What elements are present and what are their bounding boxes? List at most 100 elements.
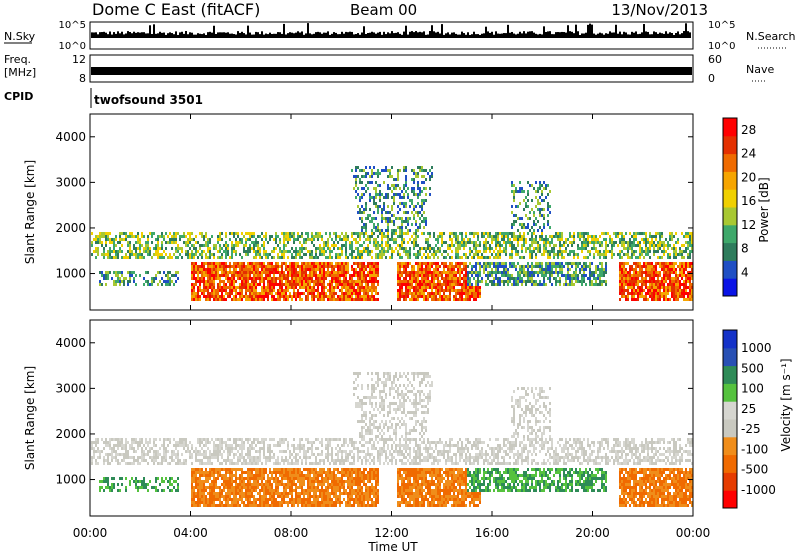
power-cell <box>631 289 633 292</box>
power-cell <box>641 268 643 271</box>
power-cell <box>177 250 179 253</box>
power-cell <box>437 298 439 301</box>
power-cell <box>405 253 407 256</box>
power-cell <box>475 268 477 271</box>
power-cell <box>437 283 439 286</box>
power-cell <box>473 244 475 247</box>
power-cell <box>321 271 323 274</box>
power-cell <box>367 181 369 184</box>
power-cell <box>279 256 281 259</box>
power-cell <box>125 238 127 241</box>
power-cell <box>445 283 447 286</box>
power-cell <box>667 253 669 256</box>
power-cell <box>401 226 403 229</box>
velocity-cell <box>103 480 105 483</box>
nsky-bar <box>681 33 683 38</box>
velocity-cell <box>153 456 155 459</box>
power-cell <box>213 256 215 259</box>
power-cell <box>127 256 129 259</box>
power-cell <box>589 271 591 274</box>
power-cell <box>347 235 349 238</box>
power-cell <box>467 274 469 277</box>
power-cell <box>455 262 457 265</box>
power-cell <box>195 271 197 274</box>
power-cell <box>367 283 369 286</box>
power-cell <box>645 265 647 268</box>
power-cell <box>253 271 255 274</box>
power-cell <box>117 277 119 280</box>
power-cell <box>459 277 461 280</box>
power-cell <box>449 247 451 250</box>
power-cell <box>675 280 677 283</box>
power-cell <box>461 232 463 235</box>
power-cell <box>643 271 645 274</box>
power-cell <box>667 256 669 259</box>
power-cell <box>673 256 675 259</box>
power-cell <box>561 256 563 259</box>
power-cell <box>465 262 467 265</box>
power-cell <box>355 238 357 241</box>
nsky-bar <box>617 33 619 38</box>
power-cell <box>217 286 219 289</box>
power-cell <box>627 283 629 286</box>
power-cell <box>279 265 281 268</box>
power-cell <box>679 274 681 277</box>
power-cell <box>135 256 137 259</box>
power-cell <box>523 190 525 193</box>
nsky-bar <box>611 32 613 38</box>
power-cell <box>631 283 633 286</box>
power-cell <box>537 271 539 274</box>
power-cell <box>207 238 209 241</box>
power-cell <box>417 214 419 217</box>
power-cell <box>259 274 261 277</box>
power-cell <box>315 268 317 271</box>
power-cell <box>457 238 459 241</box>
power-cell <box>289 250 291 253</box>
power-cell <box>387 193 389 196</box>
power-cell <box>475 241 477 244</box>
power-cell <box>219 247 221 250</box>
power-cell <box>375 253 377 256</box>
power-cell <box>457 250 459 253</box>
power-cell <box>465 280 467 283</box>
power-cell <box>273 256 275 259</box>
power-cell <box>583 238 585 241</box>
power-cell <box>657 256 659 259</box>
power-cell <box>291 280 293 283</box>
power-cell <box>237 271 239 274</box>
power-cell <box>109 253 111 256</box>
power-cell <box>287 232 289 235</box>
power-cell <box>305 271 307 274</box>
power-cell <box>589 268 591 271</box>
power-cell <box>341 295 343 298</box>
power-cell <box>177 277 179 280</box>
power-cell <box>475 274 477 277</box>
power-cell <box>313 268 315 271</box>
power-cell <box>365 217 367 220</box>
power-cell <box>481 235 483 238</box>
power-cell <box>319 277 321 280</box>
power-cell <box>337 256 339 259</box>
nsky-bar <box>575 24 577 38</box>
power-cell <box>235 238 237 241</box>
power-cell <box>271 289 273 292</box>
nsky-bar <box>321 33 323 38</box>
power-cell <box>389 244 391 247</box>
power-cell <box>665 280 667 283</box>
power-cell <box>283 235 285 238</box>
power-cell <box>625 232 627 235</box>
power-cell <box>319 250 321 253</box>
power-cell <box>449 292 451 295</box>
power-cell <box>491 241 493 244</box>
power-cell <box>279 289 281 292</box>
power-cell <box>643 277 645 280</box>
power-cell <box>169 280 171 283</box>
power-cell <box>319 244 321 247</box>
power-cell <box>305 253 307 256</box>
power-cell <box>559 241 561 244</box>
power-cell <box>387 250 389 253</box>
velocity-cell <box>105 477 107 480</box>
power-cell <box>691 283 693 286</box>
power-cell <box>649 232 651 235</box>
power-cell <box>291 283 293 286</box>
